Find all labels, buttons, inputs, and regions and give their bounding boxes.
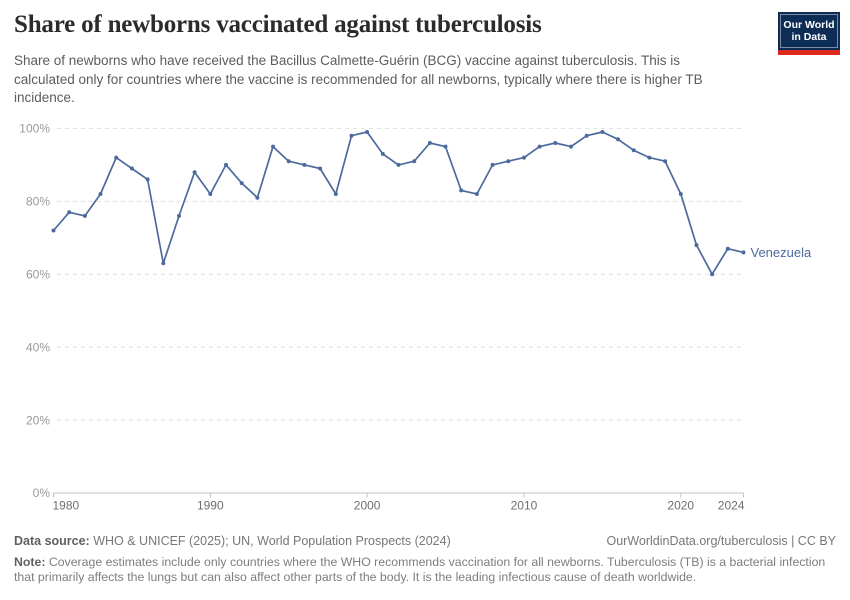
- data-point[interactable]: [569, 144, 573, 149]
- data-point[interactable]: [474, 192, 479, 196]
- data-point[interactable]: [490, 162, 495, 167]
- data-point[interactable]: [396, 162, 401, 167]
- x-axis-label: 2000: [354, 499, 381, 513]
- data-point[interactable]: [192, 170, 197, 175]
- owid-logo-text: Our World in Data: [780, 14, 838, 48]
- data-point[interactable]: [443, 144, 448, 149]
- data-point[interactable]: [647, 155, 652, 160]
- data-point[interactable]: [725, 246, 730, 251]
- data-point[interactable]: [694, 243, 699, 248]
- data-point[interactable]: [349, 133, 354, 138]
- data-point[interactable]: [82, 213, 87, 218]
- data-point[interactable]: [710, 272, 715, 277]
- owid-logo-box: Our World in Data: [778, 12, 840, 50]
- data-point[interactable]: [412, 159, 417, 164]
- data-point[interactable]: [145, 177, 150, 182]
- data-point[interactable]: [522, 155, 526, 160]
- data-source: Data source: WHO & UNICEF (2025); UN, Wo…: [14, 533, 451, 549]
- data-point[interactable]: [365, 130, 370, 134]
- source-row: Data source: WHO & UNICEF (2025); UN, Wo…: [14, 533, 836, 549]
- data-point[interactable]: [51, 228, 56, 233]
- data-point[interactable]: [741, 250, 746, 255]
- data-point[interactable]: [427, 141, 432, 145]
- data-source-label: Data source:: [14, 534, 90, 548]
- y-axis-label: 100%: [19, 122, 50, 136]
- x-axis-label: 1990: [197, 499, 224, 513]
- data-point[interactable]: [318, 166, 323, 171]
- y-axis-label: 80%: [26, 195, 50, 209]
- data-source-value: WHO & UNICEF (2025); UN, World Populatio…: [89, 534, 451, 548]
- data-point[interactable]: [286, 159, 291, 164]
- data-point[interactable]: [537, 144, 542, 149]
- y-axis-label: 60%: [26, 267, 50, 281]
- data-point[interactable]: [224, 162, 228, 167]
- attribution: OurWorldinData.org/tuberculosis | CC BY: [606, 534, 837, 548]
- data-point[interactable]: [161, 261, 166, 266]
- data-point[interactable]: [333, 192, 338, 196]
- data-point[interactable]: [380, 151, 385, 156]
- data-point[interactable]: [584, 133, 589, 138]
- venezuela-trend-line[interactable]: [52, 131, 745, 276]
- x-axis-label: 1980: [53, 499, 80, 513]
- data-point[interactable]: [678, 192, 683, 196]
- data-point[interactable]: [239, 181, 244, 186]
- chart-footer: Data source: WHO & UNICEF (2025); UN, Wo…: [14, 533, 836, 585]
- data-point[interactable]: [255, 195, 260, 200]
- owid-logo: Our World in Data: [778, 12, 840, 55]
- footnote-text: Coverage estimates include only countrie…: [14, 555, 826, 584]
- x-axis-label: 2010: [511, 499, 538, 513]
- owid-logo-line1: Our World: [783, 19, 835, 31]
- y-axis-label: 0%: [33, 486, 51, 500]
- x-axis-label: 2020: [667, 499, 694, 513]
- x-axis-label: 2024: [718, 499, 745, 513]
- footnote-label: Note:: [14, 555, 46, 569]
- footnote: Note: Coverage estimates include only co…: [14, 555, 836, 585]
- chart-title: Share of newborns vaccinated against tub…: [14, 11, 542, 38]
- y-axis-label: 40%: [26, 340, 50, 354]
- data-point[interactable]: [67, 210, 72, 215]
- owid-logo-red-bar: [778, 50, 840, 55]
- data-point[interactable]: [600, 130, 605, 134]
- y-axis-label: 20%: [26, 413, 50, 427]
- chart-subtitle: Share of newborns who have received the …: [14, 53, 703, 105]
- data-point[interactable]: [208, 192, 213, 196]
- data-point[interactable]: [631, 148, 636, 153]
- data-point[interactable]: [271, 144, 275, 149]
- owid-logo-line2: in Data: [791, 31, 827, 43]
- data-point[interactable]: [129, 166, 134, 171]
- data-point[interactable]: [506, 159, 511, 164]
- data-point[interactable]: [177, 213, 181, 218]
- data-point[interactable]: [553, 141, 558, 145]
- data-point[interactable]: [98, 192, 103, 196]
- data-point[interactable]: [459, 188, 464, 193]
- data-point[interactable]: [114, 155, 119, 160]
- data-point[interactable]: [302, 162, 307, 167]
- series-end-label: Venezuela: [751, 245, 812, 260]
- data-point[interactable]: [663, 159, 668, 164]
- data-point[interactable]: [616, 137, 620, 142]
